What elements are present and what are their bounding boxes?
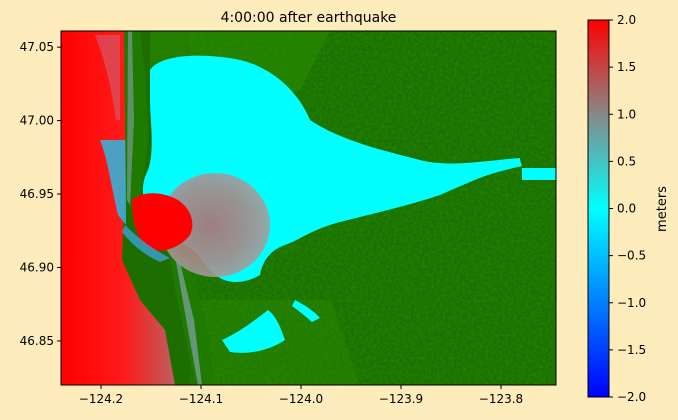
colorbar-tick-label: −1.0 — [617, 296, 646, 310]
x-tick-label: −124.0 — [279, 392, 323, 406]
colorbar-tick-label: 0.0 — [617, 202, 636, 216]
colorbar-ticks: 2.0 1.5 1.0 0.5 0.0 −0.5 −1.0 −1.5 −2.0 — [609, 13, 646, 404]
colorbar-tick-label: 2.0 — [617, 13, 636, 27]
x-axis: −124.2 −124.1 −124.0 −123.9 −123.8 — [79, 385, 523, 406]
y-tick-label: 46.95 — [20, 187, 54, 201]
colorbar-tick-label: −2.0 — [617, 390, 646, 404]
south-bay-channels — [222, 310, 285, 353]
y-axis: 46.85 46.90 46.95 47.00 47.05 — [20, 40, 61, 348]
y-tick-label: 47.00 — [20, 114, 54, 128]
colorbar — [587, 19, 610, 398]
y-tick-label: 46.90 — [20, 260, 54, 274]
x-tick-label: −123.9 — [379, 392, 423, 406]
wave-front — [160, 173, 270, 277]
nearshore-drawdown — [100, 140, 126, 225]
chart-title: 4:00:00 after earthquake — [221, 10, 397, 26]
colorbar-tick-label: 1.5 — [617, 60, 636, 74]
colorbar-tick-label: −0.5 — [617, 249, 646, 263]
plot-frame — [60, 30, 557, 386]
x-tick-label: −123.8 — [479, 392, 523, 406]
map-area — [61, 31, 556, 385]
colorbar-tick-label: 1.0 — [617, 107, 636, 121]
x-tick-label: −124.1 — [179, 392, 223, 406]
colorbar-label: meters — [655, 186, 670, 232]
colorbar-tick-label: 0.5 — [617, 154, 636, 168]
wave-core — [132, 193, 193, 251]
y-tick-label: 47.05 — [20, 40, 54, 54]
x-tick-label: −124.2 — [79, 392, 123, 406]
colorbar-tick-label: −1.5 — [617, 343, 646, 357]
y-tick-label: 46.85 — [20, 334, 54, 348]
